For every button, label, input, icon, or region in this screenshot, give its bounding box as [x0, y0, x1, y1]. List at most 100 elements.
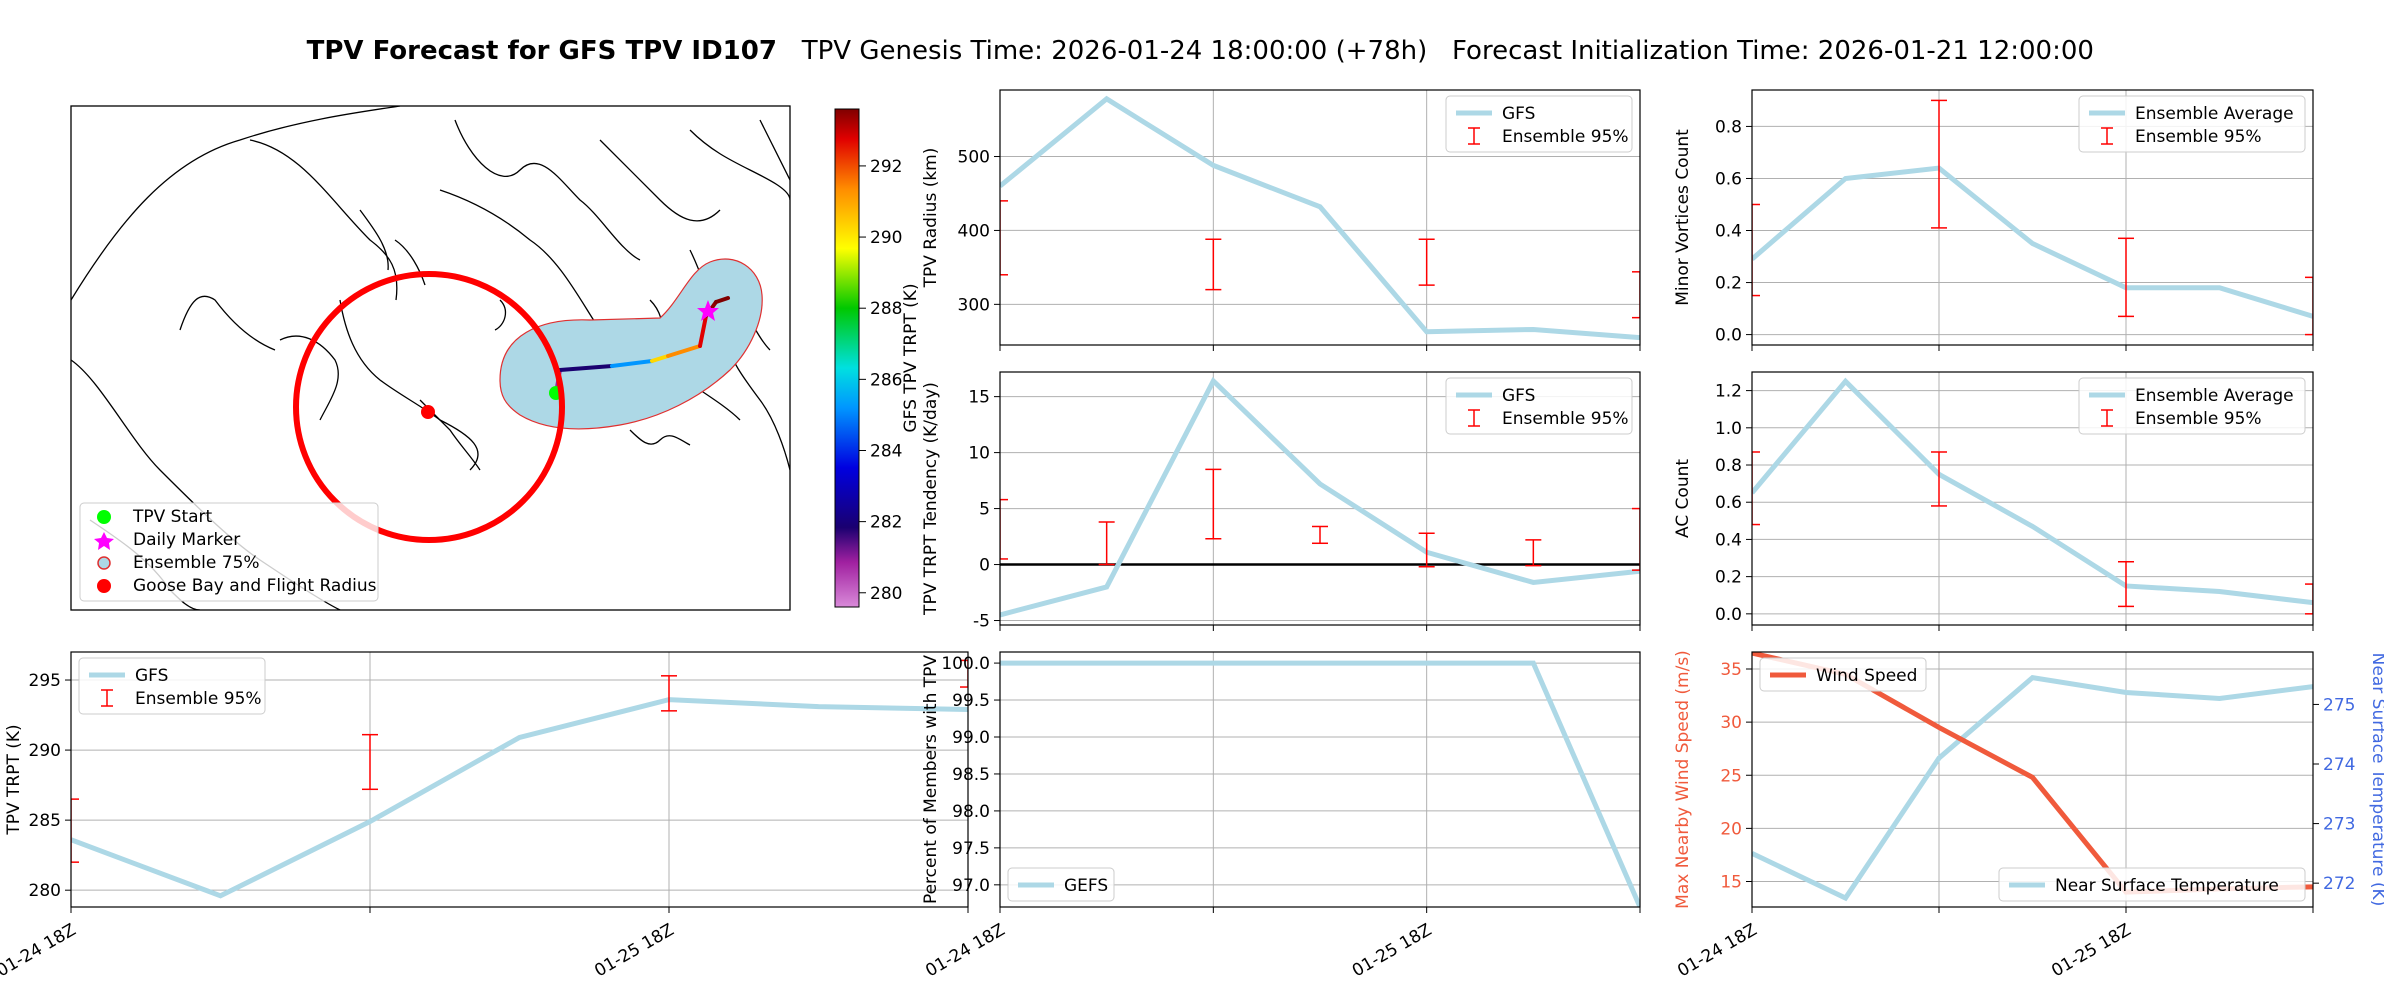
chart-radius: 300 400 500 TPV Radius (km) GFS Ensemble 95%: [921, 89, 1641, 351]
y-tick-label: 295: [29, 671, 61, 691]
legend-ensemble: Ensemble 75%: [133, 553, 260, 573]
legend-daily: Daily Marker: [133, 530, 240, 550]
legend-label: GEFS: [1064, 876, 1108, 896]
y-tick-label: 100.0: [941, 654, 990, 674]
errorbar: [362, 733, 378, 791]
errorbar: [1525, 539, 1542, 567]
y-axis-label: Percent of Members with TPV: [921, 655, 941, 904]
y-tick-label: 10: [968, 444, 990, 464]
chart-trpt: 280 285 290 295 TPV TRPT (K) 01-24 18Z 01-25 1…: [0, 651, 969, 981]
legend-label: Near Surface Temperature: [2055, 876, 2279, 896]
axes-frame: [999, 651, 1641, 908]
legend-label: Wind Speed: [1816, 666, 1917, 686]
legend-box: [1445, 95, 1633, 153]
axes-frame: [1751, 371, 2314, 626]
y-axis-label: TPV Radius (km): [921, 148, 941, 289]
y-tick-label: 20: [1720, 819, 1742, 839]
y-tick-label: 0.2: [1715, 568, 1742, 588]
chart-tendency: -5 0 5 10 15 TPV TRPT Tendency (K/day) GFS Ense…: [921, 371, 1641, 632]
colorbar-tick-label: 282: [870, 513, 902, 533]
colorbar-tick-label: 284: [870, 441, 902, 461]
legend-start: TPV Start: [132, 507, 213, 527]
y-tick-label: 99.5: [952, 691, 990, 711]
y-tick-label: 0.8: [1715, 117, 1742, 137]
colorbar-tick-label: 288: [870, 299, 902, 319]
errorbar: [1205, 238, 1222, 291]
title-bold: TPV Forecast for GFS TPV ID107: [306, 36, 777, 66]
y-tick-label: 0.6: [1715, 169, 1742, 189]
y2-tick-label: 275: [2323, 695, 2355, 715]
y-tick-label: 98.5: [952, 765, 990, 785]
y-tick-label: 0.6: [1715, 493, 1742, 513]
legend-box: [1759, 657, 1927, 692]
y-tick-label: 97.0: [952, 876, 990, 896]
y-tick-label: 1.0: [1715, 419, 1742, 439]
figure-title: TPV Forecast for GFS TPV ID107 TPV Genes…: [0, 6, 2384, 66]
y-tick-label: 0.8: [1715, 456, 1742, 476]
legend-label: Ensemble 95%: [2135, 409, 2262, 429]
errorbar: [1418, 532, 1435, 568]
legend-box: [1007, 867, 1115, 902]
y2-tick-label: 273: [2323, 815, 2355, 835]
legend-start-icon: [97, 510, 111, 524]
legend-label: Ensemble 95%: [135, 689, 262, 709]
legend-box: [2078, 377, 2306, 435]
axes-frame: [1751, 89, 2314, 346]
errorbar: [2305, 583, 2313, 615]
y-tick-label: 15: [1720, 873, 1742, 893]
legend-label: Ensemble 95%: [2135, 127, 2262, 147]
y-tick-label: 280: [29, 881, 61, 901]
y-tick-label: 285: [29, 811, 61, 831]
chart-minor: 0.0 0.2 0.4 0.6 0.8 Minor Vortices Count Ensem…: [1673, 89, 2314, 351]
init-time: Forecast Initialization Time: 2026-01-21…: [1452, 36, 2094, 66]
chart-ac: 0.0 0.2 0.4 0.6 0.8 1.0 1.2 AC Count Ensemble Av…: [1673, 371, 2314, 631]
x-tick-label: 01-24 18Z: [1674, 920, 1760, 981]
y-axis-label: Minor Vortices Count: [1673, 129, 1693, 306]
y2-tick-label: 272: [2323, 874, 2355, 894]
errorbar: [2118, 561, 2134, 608]
colorbar-tick-label: 290: [870, 228, 902, 248]
y-tick-label: 35: [1720, 660, 1742, 680]
errorbar: [1205, 468, 1222, 540]
series-line: [1752, 377, 2313, 606]
y-tick-label: 0.4: [1715, 530, 1742, 550]
y-tick-label: 97.5: [952, 839, 990, 859]
y-tick-label: 300: [958, 295, 990, 315]
errorbar: [2305, 276, 2313, 336]
legend-label: GFS: [1502, 104, 1535, 124]
errorbar: [1098, 521, 1115, 566]
legend-box: [1445, 377, 1633, 435]
x-tick-label: 01-24 18Z: [0, 920, 80, 981]
errorbar: [1752, 451, 1760, 526]
legend-goose: Goose Bay and Flight Radius: [133, 576, 377, 596]
daily-marker: [697, 300, 719, 321]
goose-bay-marker: [421, 405, 435, 419]
y-tick-label: 500: [958, 148, 990, 168]
legend-label: Ensemble Average: [2135, 386, 2294, 406]
axes-frame: [70, 651, 969, 908]
legend-label: Ensemble 95%: [1502, 127, 1629, 147]
legend-box: [2078, 95, 2306, 153]
x-tick-label: 01-24 18Z: [922, 920, 1008, 981]
colorbar: 280 282 284 286 288 290 292 GFS TPV TRPT (K): [834, 108, 921, 608]
errorbar: [1418, 238, 1435, 286]
legend: Near Surface Temperature: [1998, 867, 2306, 902]
series-line-temperature: [1752, 674, 2313, 902]
y-tick-label: 15: [968, 388, 990, 408]
errorbar: [1000, 200, 1008, 276]
colorbar-tick-label: 292: [870, 157, 902, 177]
x-tick-label: 01-25 18Z: [2048, 920, 2134, 981]
y-tick-label: 1.2: [1715, 382, 1742, 402]
legend: Ensemble Average Ensemble 95%: [2078, 95, 2306, 153]
y-tick-label: 400: [958, 221, 990, 241]
y-tick-label: 25: [1720, 766, 1742, 786]
y-tick-label: 0.0: [1715, 605, 1742, 625]
colorbar-tick-label: 280: [870, 584, 902, 604]
x-tick-label: 01-25 18Z: [591, 920, 677, 981]
errorbar: [1632, 507, 1640, 571]
legend: Ensemble Average Ensemble 95%: [2078, 377, 2306, 435]
colorbar-label: GFS TPV TRPT (K): [901, 283, 921, 432]
y2-tick-label: 274: [2323, 755, 2355, 775]
y-tick-label: 290: [29, 741, 61, 761]
